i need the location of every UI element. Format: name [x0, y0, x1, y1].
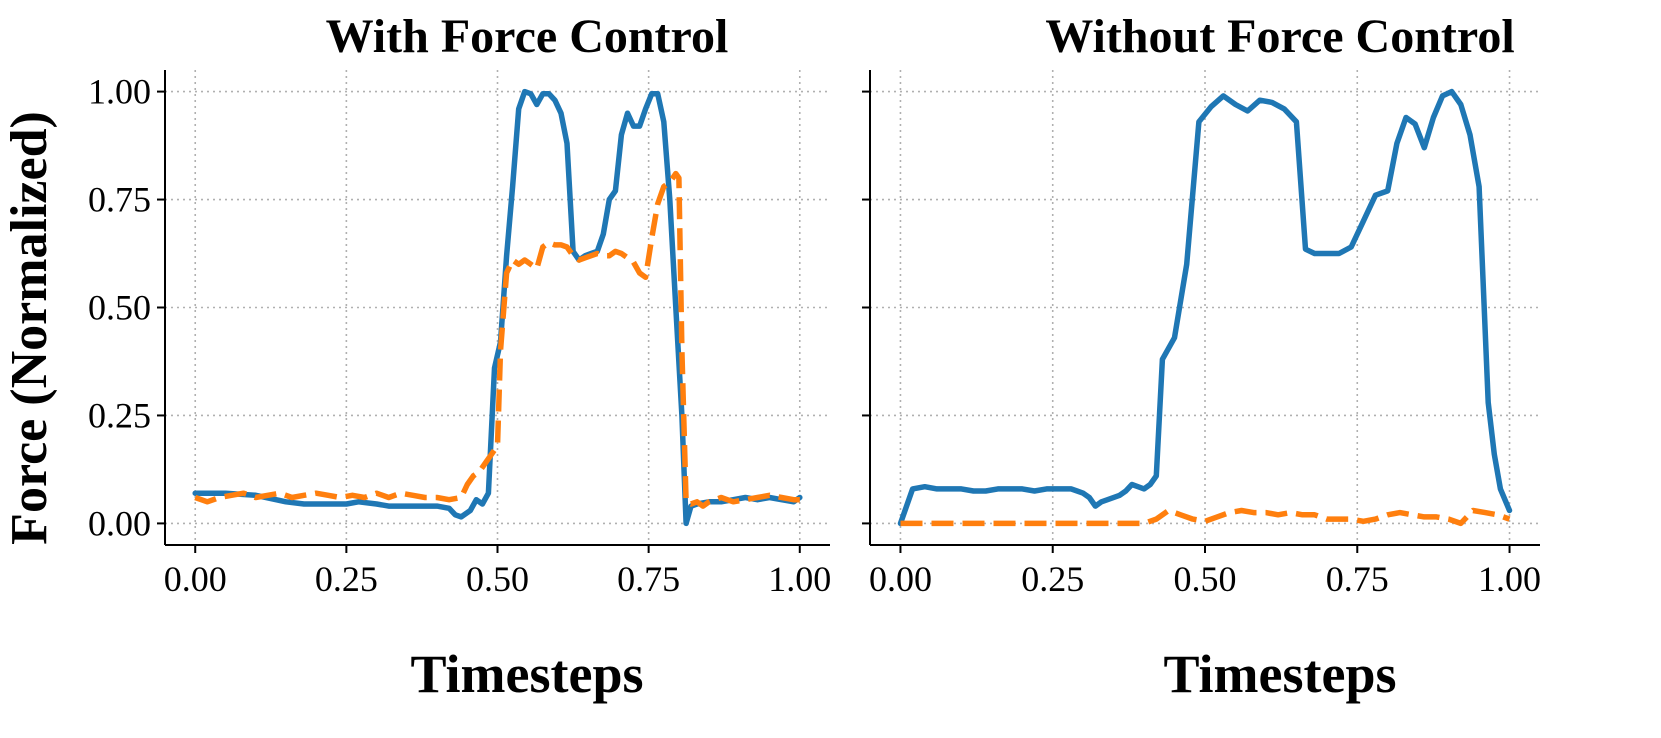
- y-tick-label: 0.75: [88, 180, 151, 220]
- grid: [165, 70, 830, 545]
- x-tick-label: 0.50: [466, 559, 529, 599]
- chart-title: Without Force Control: [1045, 10, 1514, 63]
- chart-panel-with-force-control: With Force Control Force (Normalized) Ti…: [1, 10, 831, 704]
- x-tick-label: 1.00: [1478, 559, 1541, 599]
- x-axis-label: Timesteps: [1163, 644, 1396, 704]
- y-tick-label: 0.00: [88, 503, 151, 543]
- x-tick-label: 0.25: [315, 559, 378, 599]
- chart-panel-without-force-control: Without Force Control Timesteps 0.00 0.25…: [862, 10, 1541, 704]
- y-tick-label: 0.25: [88, 395, 151, 435]
- chart-title: With Force Control: [326, 10, 729, 63]
- grid: [870, 70, 1540, 545]
- series-line-orange-dashed: [194, 170, 800, 509]
- x-tick-label: 1.00: [768, 559, 831, 599]
- y-tick-label: 0.50: [88, 288, 151, 328]
- x-tick-label: 0.25: [1021, 559, 1084, 599]
- series-line-orange-dashed: [900, 507, 1511, 527]
- x-tick-label: 0.75: [617, 559, 680, 599]
- y-tick-label: 1.00: [88, 72, 151, 112]
- y-axis-label: Force (Normalized): [1, 111, 58, 545]
- x-tick-label: 0.00: [164, 559, 227, 599]
- x-axis-label: Timesteps: [410, 644, 643, 704]
- series-line-blue-solid: [192, 88, 803, 527]
- x-tick-label: 0.75: [1326, 559, 1389, 599]
- series-line-blue-solid: [897, 88, 1513, 527]
- x-tick-label: 0.00: [869, 559, 932, 599]
- x-tick-label: 0.50: [1174, 559, 1237, 599]
